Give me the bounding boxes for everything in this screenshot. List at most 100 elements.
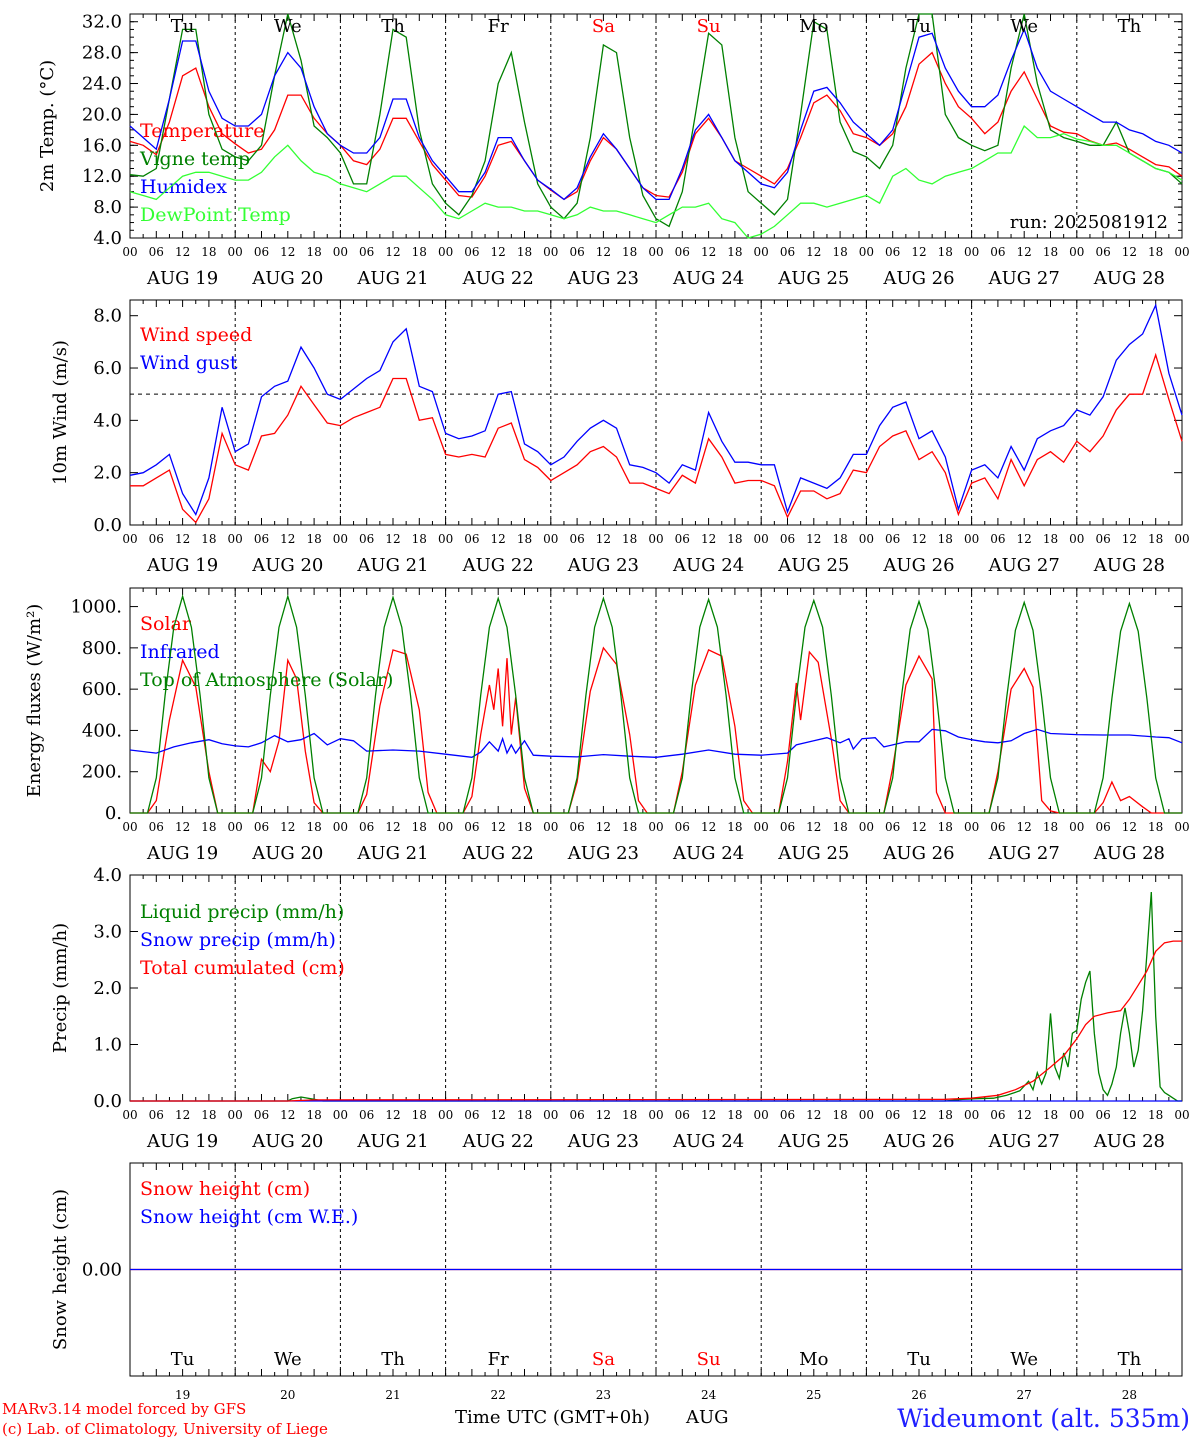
- y-axis-label: 2m Temp. (°C): [37, 60, 58, 192]
- hour-tick-label: 06: [675, 1108, 690, 1122]
- y-tick-label: 8.0: [93, 197, 122, 218]
- legend-entry: Snow height (cm): [140, 1178, 310, 1200]
- hour-tick-label: 12: [1122, 820, 1137, 834]
- hour-tick-label: 06: [885, 820, 900, 834]
- date-label: AUG 23: [567, 268, 639, 289]
- day-number-label: 25: [806, 1388, 821, 1402]
- hour-tick-label: 00: [964, 820, 979, 834]
- hour-tick-label: 18: [306, 532, 321, 546]
- date-label: AUG 28: [1093, 1131, 1165, 1152]
- day-number-label: 23: [596, 1388, 611, 1402]
- hour-tick-label: 12: [1122, 532, 1137, 546]
- hour-tick-label: 06: [254, 245, 269, 259]
- hour-tick-label: 06: [1095, 532, 1110, 546]
- panel-wind: 0.0 2.0 4.0 6.0 8.0 10m Wind (m/s) Wind speed W…: [50, 299, 1190, 576]
- hour-tick-label: 12: [806, 820, 821, 834]
- station-label: Wideumont (alt. 535m): [897, 1404, 1190, 1433]
- hour-tick-label: 00: [438, 1108, 453, 1122]
- hour-tick-label: 06: [149, 1108, 164, 1122]
- hour-tick-label: 12: [1122, 1108, 1137, 1122]
- hour-tick-label: 06: [149, 532, 164, 546]
- hour-tick-label: 00: [333, 1108, 348, 1122]
- hour-tick-label: 00: [333, 820, 348, 834]
- hour-tick-label: 12: [1017, 532, 1032, 546]
- hour-tick-label: 18: [727, 245, 742, 259]
- day-abbr-label: We: [274, 1349, 302, 1370]
- hour-tick-label: 12: [175, 1108, 190, 1122]
- hour-tick-label: 12: [491, 1108, 506, 1122]
- y-axis-label: 10m Wind (m/s): [50, 340, 71, 485]
- date-label: AUG 19: [146, 1131, 218, 1152]
- hour-tick-label: 18: [938, 820, 953, 834]
- date-label: AUG 24: [672, 268, 744, 289]
- hour-tick-label: 12: [806, 1108, 821, 1122]
- day-number-label: 27: [1017, 1388, 1032, 1402]
- date-label: AUG 21: [356, 555, 428, 576]
- date-label: AUG 19: [146, 555, 218, 576]
- date-label: AUG 22: [462, 1131, 534, 1152]
- y-tick-label: 2.0: [93, 978, 122, 999]
- y-tick-label: 1.0: [93, 1035, 122, 1056]
- hour-tick-label: 18: [1148, 820, 1163, 834]
- hour-tick-label: 00: [333, 532, 348, 546]
- hour-tick-label: 12: [596, 532, 611, 546]
- hour-tick-label: 18: [622, 820, 637, 834]
- hour-tick-label: 12: [596, 1108, 611, 1122]
- hour-tick-label: 18: [938, 245, 953, 259]
- hour-tick-label: 00: [543, 1108, 558, 1122]
- y-tick-label: 4.0: [93, 865, 122, 886]
- hour-tick-label: 00: [122, 532, 137, 546]
- day-abbr-label: Mo: [799, 1349, 828, 1370]
- y-tick-label: 400.: [82, 720, 122, 741]
- date-label: AUG 22: [462, 555, 534, 576]
- hour-tick-label: 00: [1174, 532, 1189, 546]
- date-label: AUG 24: [672, 1131, 744, 1152]
- hour-tick-label: 12: [596, 245, 611, 259]
- hour-tick-label: 00: [1174, 1108, 1189, 1122]
- hour-tick-label: 00: [648, 1108, 663, 1122]
- hour-tick-label: 12: [280, 1108, 295, 1122]
- hour-tick-label: 00: [1174, 245, 1189, 259]
- legend-entry: Humidex: [140, 176, 227, 198]
- date-label: AUG 27: [988, 555, 1060, 576]
- hour-tick-label: 12: [385, 820, 400, 834]
- hour-tick-label: 18: [517, 245, 532, 259]
- date-label: AUG 27: [988, 1131, 1060, 1152]
- y-tick-label: 0.0: [93, 515, 122, 536]
- hour-tick-label: 00: [859, 245, 874, 259]
- day-abbr-label: Th: [381, 16, 405, 37]
- hour-tick-label: 18: [517, 820, 532, 834]
- hour-tick-label: 18: [727, 820, 742, 834]
- hour-tick-label: 12: [385, 532, 400, 546]
- hour-tick-label: 06: [359, 820, 374, 834]
- model-credit: MARv3.14 model forced by GFS: [2, 1400, 246, 1418]
- date-label: AUG 20: [251, 268, 323, 289]
- hour-tick-label: 18: [622, 532, 637, 546]
- y-axis-label: Energy fluxes (W/m²): [24, 604, 45, 798]
- hour-tick-label: 00: [964, 532, 979, 546]
- day-abbr-label: Tu: [171, 16, 195, 37]
- hour-tick-label: 18: [1148, 1108, 1163, 1122]
- date-label: AUG 27: [988, 268, 1060, 289]
- hour-tick-label: 00: [859, 532, 874, 546]
- series-line-infrared: [129, 728, 1183, 758]
- series-line-wind-speed: [130, 352, 1183, 524]
- legend-entry: Solar: [140, 613, 192, 635]
- hour-tick-label: 18: [306, 245, 321, 259]
- hour-tick-label: 18: [412, 1108, 427, 1122]
- hour-tick-label: 06: [359, 532, 374, 546]
- hour-tick-label: 06: [885, 532, 900, 546]
- legend-entry: Wind gust: [140, 352, 238, 374]
- hour-tick-label: 12: [1017, 820, 1032, 834]
- hour-tick-label: 06: [780, 532, 795, 546]
- panel-temperature: 4.0 8.0 12.0 16.0 20.0 24.0 28.0 32.0 2m Temp. (…: [37, 12, 1190, 289]
- hour-tick-label: 18: [832, 1108, 847, 1122]
- legend-entry: DewPoint Temp: [140, 204, 291, 226]
- y-tick-label: 0.00: [82, 1260, 122, 1281]
- hour-tick-label: 12: [1122, 245, 1137, 259]
- y-tick-label: 32.0: [82, 12, 122, 33]
- hour-tick-label: 18: [622, 245, 637, 259]
- hour-tick-label: 06: [1095, 820, 1110, 834]
- y-tick-label: 2.0: [93, 463, 122, 484]
